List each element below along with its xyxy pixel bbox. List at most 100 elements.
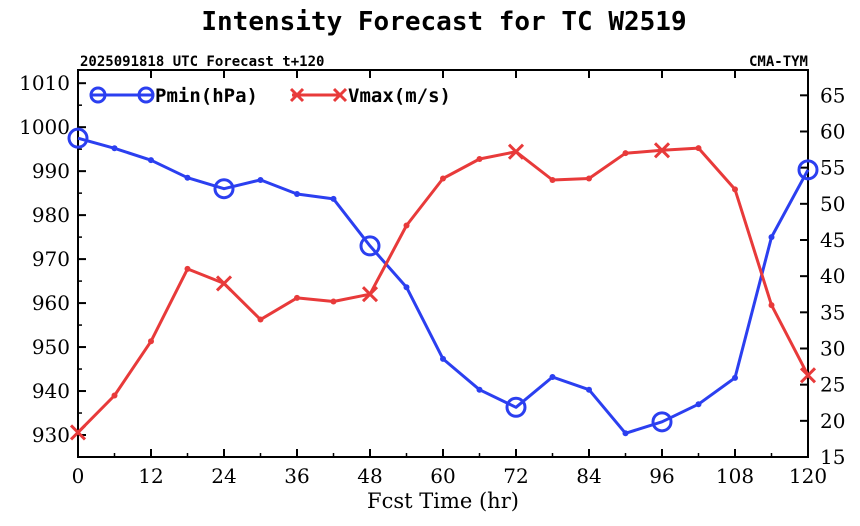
x-marker-stroke <box>69 424 87 441</box>
x-axis-label: Fcst Time (hr) <box>367 489 519 513</box>
y-left-tick-label: 940 <box>32 379 70 403</box>
data-point-vmax-major <box>653 142 671 159</box>
legend-label-pmin: Pmin(hPa) <box>155 85 258 107</box>
data-point-pmin-major <box>359 235 381 257</box>
y-left-tick-label: 930 <box>32 423 70 447</box>
legend-entry-vmax: Vmax(m/s) <box>289 85 451 107</box>
y-right-tick-label: 45 <box>820 228 845 252</box>
data-point-vmax-major <box>215 275 233 292</box>
x-axis: 0 12 24 36 48 60 72 84 96 108 120 <box>72 70 827 488</box>
data-point-pmin <box>586 386 592 393</box>
y-right-tick-label: 15 <box>820 445 845 469</box>
x-tick-label: 24 <box>211 464 236 488</box>
data-point-pmin <box>440 355 446 362</box>
y-left-tick-label: 1000 <box>19 115 70 139</box>
data-point-pmin <box>257 176 264 183</box>
y-left-tick-label: 970 <box>32 247 70 271</box>
x-marker-stroke <box>799 367 817 384</box>
data-point-vmax <box>440 175 446 182</box>
data-point-pmin <box>768 234 775 241</box>
y-left-tick-label: 960 <box>32 291 70 315</box>
data-point-pmin <box>476 386 483 393</box>
x-marker-stroke <box>653 142 671 159</box>
data-point-pmin-major <box>213 178 235 200</box>
y-left-tick-label: 990 <box>32 159 70 183</box>
chart-title: Intensity Forecast for TC W2519 <box>201 7 686 37</box>
data-point-vmax <box>330 298 337 305</box>
x-marker-stroke <box>332 87 348 103</box>
y-right-tick-label: 50 <box>820 192 845 216</box>
x-tick-label: 36 <box>284 464 309 488</box>
data-point-vmax <box>257 316 264 323</box>
y-right-tick-label: 60 <box>820 119 845 143</box>
y-axis-left: 930 940 950 960 970 980 990 1000 1010 <box>19 71 86 447</box>
data-point-pmin-major <box>505 396 527 418</box>
data-point-vmax <box>294 294 300 301</box>
data-point-vmax <box>184 265 191 272</box>
legend: Pmin(hPa) Vmax(m/s) <box>89 85 451 107</box>
x-tick-label: 72 <box>503 464 528 488</box>
chart-subtitle-right: CMA-TYM <box>749 54 808 70</box>
y-axis-right: 15 20 25 30 35 40 45 50 55 60 65 <box>800 83 845 469</box>
series-line-pmin <box>77 136 810 435</box>
y-left-tick-label: 1010 <box>19 71 70 95</box>
data-point-pmin <box>403 284 410 291</box>
y-right-tick-label: 35 <box>820 300 845 324</box>
data-point-vmax <box>403 222 410 229</box>
legend-marker-vmax-start <box>289 87 305 103</box>
legend-marker-vmax-end <box>332 87 348 103</box>
x-marker-stroke <box>361 286 379 303</box>
data-point-pmin <box>111 145 118 152</box>
data-point-pmin <box>184 174 191 181</box>
x-tick-label: 96 <box>649 464 674 488</box>
x-tick-label: 48 <box>357 464 382 488</box>
data-point-pmin-major <box>797 159 819 181</box>
x-tick-label: 84 <box>576 464 601 488</box>
data-point-pmin <box>294 191 300 198</box>
data-point-vmax <box>476 155 483 162</box>
y-left-tick-label: 980 <box>32 203 70 227</box>
y-left-tick-label: 950 <box>32 335 70 359</box>
x-marker-stroke <box>289 87 305 103</box>
data-point-vmax <box>586 175 592 182</box>
data-point-vmax <box>768 302 775 309</box>
y-right-tick-label: 40 <box>820 264 845 288</box>
data-point-vmax-major <box>69 424 87 441</box>
legend-marker-pmin-start <box>89 86 107 104</box>
data-point-vmax <box>622 150 629 157</box>
y-right-tick-label: 20 <box>820 409 845 433</box>
data-point-pmin-major <box>651 411 673 433</box>
data-point-vmax <box>695 145 702 152</box>
data-point-vmax <box>549 176 556 183</box>
data-point-vmax <box>148 338 154 345</box>
x-marker-stroke <box>215 275 233 292</box>
data-point-vmax-major <box>361 286 379 303</box>
x-marker-stroke <box>507 143 525 160</box>
x-tick-label: 60 <box>430 464 455 488</box>
x-tick-label: 120 <box>789 464 827 488</box>
data-point-vmax-major <box>799 367 817 384</box>
data-point-vmax-major <box>507 143 525 160</box>
y-right-tick-label: 55 <box>820 156 845 180</box>
x-tick-label: 0 <box>72 464 85 488</box>
y-right-tick-label: 65 <box>820 83 845 107</box>
x-tick-label: 108 <box>716 464 754 488</box>
series-layer <box>67 127 819 441</box>
legend-label-vmax: Vmax(m/s) <box>348 85 451 107</box>
data-point-pmin <box>695 401 702 408</box>
series-line-vmax <box>76 146 810 434</box>
data-point-pmin <box>549 373 556 380</box>
x-tick-label: 12 <box>138 464 163 488</box>
y-right-tick-label: 25 <box>820 373 845 397</box>
chart-subtitle-left: 2025091818 UTC Forecast t+120 <box>80 54 324 70</box>
data-point-pmin <box>732 374 738 381</box>
data-point-pmin <box>148 157 154 164</box>
data-point-pmin <box>330 195 337 202</box>
data-point-vmax <box>732 186 738 193</box>
y-right-tick-label: 30 <box>820 336 845 360</box>
plot-frame <box>77 69 809 458</box>
data-point-pmin-major <box>67 127 89 149</box>
legend-marker-pmin-end <box>137 86 155 104</box>
data-point-vmax <box>111 392 118 399</box>
